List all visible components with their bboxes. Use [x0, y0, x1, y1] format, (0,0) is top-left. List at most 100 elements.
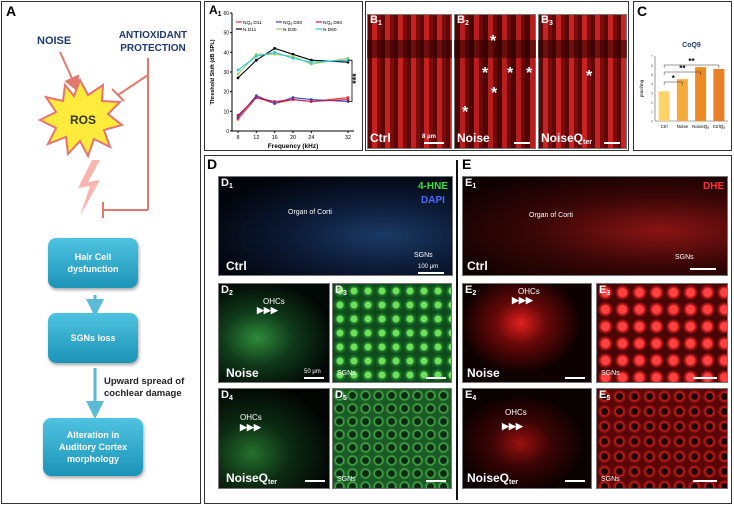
d1-ctrl-label: Ctrl: [226, 259, 247, 273]
e3-sub: 3: [606, 290, 611, 297]
d3-letter: D: [335, 284, 343, 296]
e2-letter: E: [465, 284, 473, 296]
ros-starburst: [37, 77, 125, 159]
data-point: [291, 54, 295, 58]
c-x-tick-label: CtrlQₐ: [713, 124, 725, 129]
a1-sub: 1: [217, 11, 222, 18]
b2-star-6: *: [462, 104, 469, 121]
series-line: [237, 96, 349, 116]
data-point: [236, 72, 240, 76]
noise-label: NOISE: [37, 35, 72, 47]
c-y-tick-label: 1: [651, 110, 653, 114]
hair-cell-box: Hair Cell dysfunction: [48, 238, 138, 288]
e2-noise-label: Noise: [467, 366, 500, 380]
y-tick-label: 30: [223, 70, 229, 76]
sig-bracket: [348, 59, 353, 102]
data-point: [309, 58, 313, 62]
d5-label: D5: [335, 389, 347, 402]
y-tick-label: 10: [223, 109, 229, 115]
b2-star-1: *: [490, 33, 497, 50]
data-point: [254, 96, 258, 99]
x-tick-label: 8: [236, 135, 239, 141]
data-point: [309, 62, 313, 66]
b1-label: B1: [370, 14, 382, 27]
legend-label: N D60: [323, 27, 337, 33]
panel-c: [633, 1, 732, 151]
data-point: [236, 76, 240, 80]
y-axis-label: Threshold Shift (dB SPL): [210, 39, 216, 104]
micrograph-d3: [332, 283, 452, 383]
data-point: [254, 52, 258, 56]
lightning-bolt: [78, 160, 100, 216]
micrograph-b1: [367, 14, 452, 149]
d2-ohcs-label: OHCs: [263, 297, 285, 306]
b3-ter: ter: [583, 139, 592, 146]
micrograph-e5: [596, 388, 728, 489]
b1-ctrl-label: Ctrl: [370, 131, 391, 145]
micrograph-b2: [454, 14, 536, 149]
e3-label: E3: [599, 284, 610, 297]
panel-d: [204, 155, 732, 504]
d4-ter: ter: [268, 479, 277, 486]
d2-noise-label: Noise: [226, 366, 259, 380]
e4-scale-bar: [565, 480, 585, 482]
d3-label: D3: [335, 284, 347, 297]
b2-band: [454, 40, 536, 58]
b3-noiseq-label: NoiseQter: [541, 131, 592, 146]
d4-noiseq-text: NoiseQ: [226, 471, 269, 485]
panel-d-label: D: [207, 156, 218, 172]
data-point: [291, 52, 295, 56]
micrograph-d4: [218, 388, 330, 489]
b3-scale-bar: [604, 142, 620, 144]
d3-scale-bar: [426, 377, 446, 379]
d2-scale-label: 50 μm: [304, 369, 321, 375]
series-line: [237, 47, 349, 79]
b3-star-1: *: [586, 68, 593, 85]
e1-organ-label: Organ of Corti: [529, 212, 573, 219]
d4-ohcs-label: OHCs: [240, 413, 262, 422]
data-point: [236, 68, 240, 72]
x-tick-label: 24: [308, 135, 314, 141]
b3-band: [538, 40, 627, 58]
y-tick-label: 60: [223, 11, 229, 17]
y-tick-label: 20: [223, 90, 229, 96]
micrograph-e4: [462, 388, 592, 489]
panel-a1-label: A1: [209, 3, 222, 18]
d5-sub: 5: [342, 395, 347, 402]
e4-arrowheads: ▶▶▶: [502, 421, 523, 431]
data-point: [309, 100, 313, 103]
sig2-bracket: [663, 71, 701, 75]
c-x-tick-label: Ctrl: [661, 124, 668, 129]
d1-label: D1: [221, 177, 233, 190]
data-point: [346, 56, 350, 60]
e1-ctrl-label: Ctrl: [467, 259, 488, 273]
data-point: [346, 60, 350, 64]
legend-label: N D11: [243, 27, 257, 33]
b1-band: [367, 40, 452, 58]
d4-sub: 4: [228, 395, 233, 402]
d2-scale-bar: [304, 377, 324, 379]
b3-label: B3: [541, 14, 553, 27]
d4-label: D4: [221, 389, 233, 402]
bar: [676, 79, 688, 121]
panel-c-label: C: [637, 3, 648, 19]
d5-scale-bar: [426, 480, 446, 482]
b2-noise-label: Noise: [457, 131, 490, 145]
inhibit-line-diag: [117, 74, 149, 96]
d5-letter: D: [335, 389, 343, 401]
e4-ohcs-label: OHCs: [505, 408, 527, 417]
b2-star-3: *: [507, 65, 514, 82]
panel-a1: [204, 1, 363, 151]
sig2-stars: **: [679, 64, 686, 73]
data-point: [273, 100, 277, 103]
a1-letter: A: [209, 3, 218, 17]
d4-arrowheads: ▶▶▶: [240, 422, 261, 432]
micrograph-e3: [596, 283, 728, 383]
e4-label: E4: [465, 389, 476, 402]
e1-letter: E: [465, 177, 473, 189]
e5-sgns-label: SGNs: [601, 476, 620, 483]
micrograph-d5: [332, 388, 452, 489]
e2-scale-bar: [565, 377, 585, 379]
c-y-tick-label: 7: [651, 55, 653, 59]
data-point: [309, 98, 313, 101]
